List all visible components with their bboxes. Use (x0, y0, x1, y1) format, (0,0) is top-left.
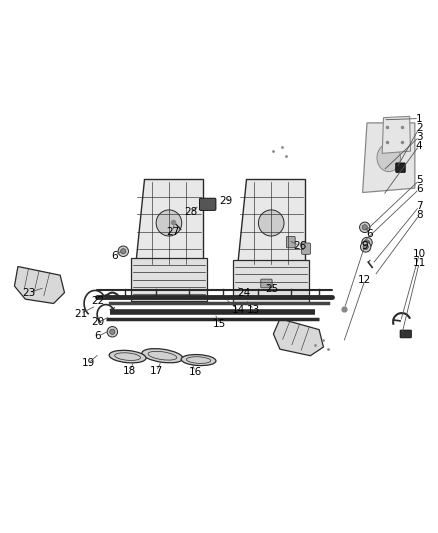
Text: 27: 27 (166, 227, 179, 237)
Text: 7: 7 (416, 201, 423, 212)
Text: 6: 6 (95, 331, 101, 341)
Text: 15: 15 (213, 319, 226, 329)
Text: 14: 14 (232, 305, 245, 315)
Text: 6: 6 (366, 229, 372, 239)
Text: 20: 20 (92, 317, 105, 327)
Text: 17: 17 (150, 366, 163, 376)
FancyBboxPatch shape (261, 279, 272, 288)
FancyBboxPatch shape (302, 243, 311, 254)
Circle shape (110, 329, 115, 334)
Text: 5: 5 (416, 175, 423, 185)
FancyBboxPatch shape (199, 198, 216, 211)
Circle shape (362, 225, 367, 230)
Ellipse shape (181, 354, 216, 366)
Polygon shape (363, 123, 415, 192)
Text: 28: 28 (184, 207, 198, 216)
Text: 25: 25 (265, 284, 279, 294)
Ellipse shape (156, 210, 182, 236)
Text: 12: 12 (358, 276, 371, 286)
Circle shape (120, 249, 126, 254)
Text: 18: 18 (123, 366, 136, 376)
Text: 22: 22 (92, 296, 105, 306)
Text: 21: 21 (74, 309, 87, 319)
Circle shape (107, 327, 117, 337)
Circle shape (360, 222, 370, 232)
Text: 26: 26 (293, 240, 306, 251)
Text: 11: 11 (413, 258, 426, 268)
Text: 16: 16 (188, 367, 201, 377)
Text: 9: 9 (361, 240, 368, 251)
Ellipse shape (258, 210, 284, 236)
Circle shape (363, 244, 368, 249)
Polygon shape (135, 180, 203, 266)
Text: 4: 4 (416, 141, 423, 150)
Circle shape (360, 241, 371, 252)
Text: 24: 24 (238, 288, 251, 297)
Circle shape (118, 246, 128, 256)
Polygon shape (237, 180, 305, 266)
FancyBboxPatch shape (286, 237, 295, 248)
Polygon shape (233, 260, 309, 303)
FancyBboxPatch shape (400, 330, 411, 338)
Text: 1: 1 (416, 114, 423, 124)
Text: 10: 10 (413, 249, 426, 260)
Text: 2: 2 (416, 123, 423, 133)
Ellipse shape (109, 350, 146, 363)
Text: 6: 6 (111, 251, 118, 261)
Polygon shape (382, 116, 410, 154)
Text: 6: 6 (416, 184, 423, 194)
Text: 3: 3 (416, 132, 423, 142)
Polygon shape (273, 319, 323, 356)
Text: 29: 29 (219, 196, 232, 206)
FancyBboxPatch shape (396, 163, 405, 173)
Circle shape (362, 237, 372, 248)
Text: 13: 13 (247, 305, 261, 315)
Text: 19: 19 (82, 358, 95, 368)
Circle shape (364, 240, 370, 245)
Polygon shape (131, 258, 207, 301)
Text: 23: 23 (22, 288, 35, 297)
Text: 8: 8 (416, 210, 423, 220)
Polygon shape (14, 266, 64, 303)
Ellipse shape (377, 144, 400, 172)
Ellipse shape (142, 349, 183, 363)
